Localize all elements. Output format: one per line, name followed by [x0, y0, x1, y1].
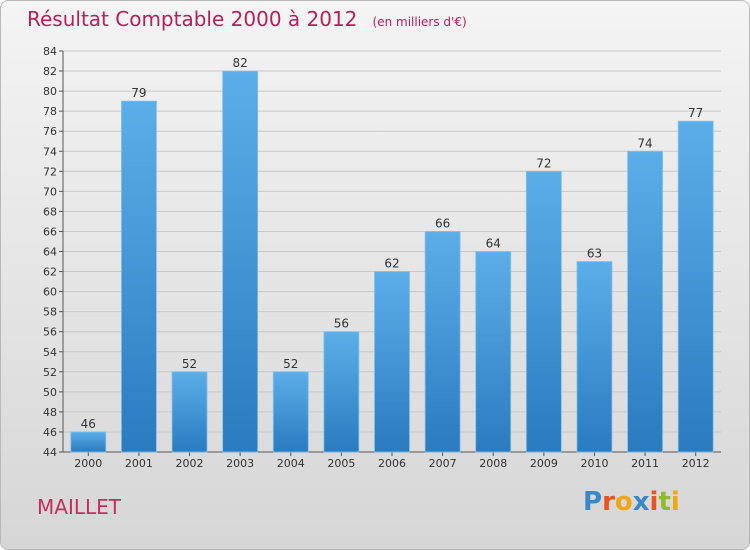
x-tick-label: 2011 — [631, 457, 659, 470]
y-tick-label: 68 — [43, 205, 57, 218]
logo-letter: t — [658, 487, 671, 517]
data-label: 63 — [587, 247, 602, 261]
bar — [475, 251, 512, 453]
x-tick-label: 2003 — [226, 457, 254, 470]
y-tick-label: 66 — [43, 225, 57, 238]
y-tick-label: 82 — [43, 65, 57, 78]
y-tick-label: 62 — [43, 266, 57, 279]
bar — [525, 170, 562, 453]
data-label: 56 — [334, 317, 349, 331]
logo-letter: o — [614, 487, 633, 517]
bar — [424, 231, 461, 453]
logo-letter: i — [649, 487, 659, 517]
logo-letter: i — [670, 487, 680, 517]
x-tick-label: 2010 — [580, 457, 608, 470]
data-label: 62 — [384, 257, 399, 271]
bar — [272, 371, 309, 453]
x-tick-label: 2000 — [74, 457, 102, 470]
y-tick-label: 52 — [43, 366, 57, 379]
x-tick-label: 2009 — [530, 457, 558, 470]
y-tick-label: 54 — [43, 346, 57, 359]
y-tick-label: 80 — [43, 85, 57, 98]
y-tick-label: 76 — [43, 125, 57, 138]
bar — [121, 100, 157, 453]
data-label: 46 — [81, 417, 96, 431]
y-tick-label: 44 — [43, 446, 57, 459]
data-label: 66 — [435, 216, 450, 230]
logo-letter: r — [602, 487, 615, 517]
logo-letter: x — [632, 487, 650, 517]
bar — [171, 371, 208, 453]
y-tick-label: 60 — [43, 286, 57, 299]
data-label: 77 — [688, 106, 703, 120]
bar — [677, 120, 714, 453]
x-tick-label: 2012 — [682, 457, 710, 470]
x-tick-label: 2007 — [429, 457, 457, 470]
data-label: 52 — [283, 357, 298, 371]
y-tick-label: 50 — [43, 386, 57, 399]
x-tick-label: 2004 — [277, 457, 305, 470]
bar — [374, 271, 410, 453]
bar — [70, 431, 107, 453]
y-tick-label: 46 — [43, 426, 57, 439]
data-label: 82 — [233, 56, 248, 70]
x-tick-label: 2001 — [125, 457, 153, 470]
y-tick-label: 84 — [43, 45, 57, 58]
y-tick-label: 70 — [43, 185, 57, 198]
y-tick-label: 56 — [43, 326, 57, 339]
y-tick-label: 72 — [43, 165, 57, 178]
x-tick-label: 2008 — [479, 457, 507, 470]
data-label: 52 — [182, 357, 197, 371]
x-tick-label: 2006 — [378, 457, 406, 470]
chart-unit: (en milliers d'€) — [372, 15, 467, 29]
y-tick-label: 74 — [43, 145, 57, 158]
chart-title: Résultat Comptable 2000 à 2012 — [27, 7, 358, 31]
bar — [222, 70, 259, 453]
title-row: Résultat Comptable 2000 à 2012 (en milli… — [27, 7, 467, 31]
data-label: 64 — [486, 237, 501, 251]
proxiti-logo: Proxiti — [583, 487, 680, 517]
x-tick-label: 2002 — [176, 457, 204, 470]
bars — [70, 70, 714, 453]
y-tick-label: 58 — [43, 306, 57, 319]
bar — [627, 150, 663, 453]
x-tick-label: 2005 — [327, 457, 355, 470]
y-tick-label: 64 — [43, 246, 57, 259]
commune-name: MAILLET — [37, 495, 121, 519]
logo-letter: P — [583, 487, 603, 517]
data-label: 74 — [637, 136, 652, 150]
y-tick-label: 78 — [43, 105, 57, 118]
data-label: 79 — [131, 86, 146, 100]
labels: 46 79 52 82 52 56 62 66 64 72 63 74 77 — [81, 56, 704, 431]
y-tick-label: 48 — [43, 406, 57, 419]
bar — [576, 261, 613, 453]
data-label: 72 — [536, 156, 551, 170]
bar — [323, 331, 360, 453]
